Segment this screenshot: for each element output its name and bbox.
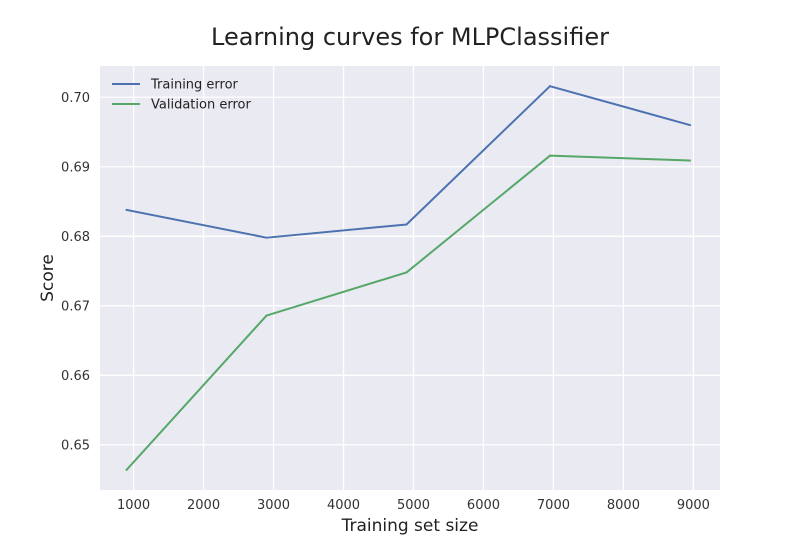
plot-area xyxy=(100,66,720,490)
data-point xyxy=(548,85,551,88)
y-tick-label: 0.69 xyxy=(61,160,90,175)
data-point xyxy=(688,159,691,162)
chart-title: Learning curves for MLPClassifier xyxy=(211,23,609,51)
x-gridlines xyxy=(132,66,695,490)
data-point xyxy=(265,314,268,317)
x-tick-label: 1000 xyxy=(117,498,150,513)
chart-legend: Training error Validation error xyxy=(112,78,251,113)
legend-label: Training error xyxy=(150,78,239,93)
data-point xyxy=(265,236,268,239)
data-point xyxy=(125,468,128,471)
y-tick-label: 0.65 xyxy=(61,438,90,453)
series-lines xyxy=(125,85,691,471)
y-axis-label: Score xyxy=(38,254,58,302)
y-tick-label: 0.67 xyxy=(61,299,90,314)
data-point xyxy=(405,223,408,226)
x-tick-label: 3000 xyxy=(257,498,290,513)
x-tick-label: 4000 xyxy=(327,498,360,513)
x-tick-label: 8000 xyxy=(607,498,640,513)
x-tick-label: 5000 xyxy=(397,498,430,513)
x-tick-labels: 1000 2000 3000 4000 5000 6000 7000 8000 9000 xyxy=(117,498,710,513)
y-tick-label: 0.66 xyxy=(61,369,90,384)
x-axis-label: Training set size xyxy=(341,516,479,536)
data-point xyxy=(125,208,128,211)
data-point xyxy=(405,271,408,274)
y-tick-labels: 0.65 0.66 0.67 0.68 0.69 0.70 xyxy=(61,91,90,454)
y-tick-label: 0.70 xyxy=(61,91,90,106)
legend-label: Validation error xyxy=(151,98,251,113)
data-point xyxy=(548,154,551,157)
data-point xyxy=(688,124,691,127)
x-tick-label: 7000 xyxy=(537,498,570,513)
x-tick-label: 9000 xyxy=(677,498,710,513)
y-tick-label: 0.68 xyxy=(61,230,90,245)
x-tick-label: 6000 xyxy=(467,498,500,513)
x-tick-label: 2000 xyxy=(187,498,220,513)
y-gridlines xyxy=(100,96,720,446)
